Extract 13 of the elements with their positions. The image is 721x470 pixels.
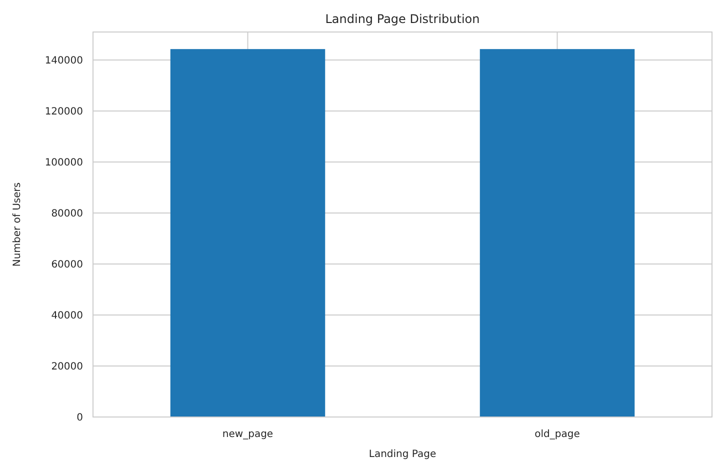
chart-title: Landing Page Distribution (325, 12, 480, 26)
y-tick-label: 20000 (51, 362, 83, 373)
x-axis-title: Landing Page (368, 449, 436, 460)
y-tick-label: 40000 (51, 310, 83, 322)
y-tick-label: 100000 (44, 158, 83, 169)
y-axis-title: Number of Users (12, 182, 23, 267)
x-tick-label: old_page (534, 429, 580, 440)
y-tick-label: 120000 (44, 106, 83, 118)
y-tick-label: 140000 (44, 56, 83, 67)
y-tick-label: 0 (76, 412, 83, 424)
x-tick-label: new_page (222, 429, 274, 440)
y-tick-label: 60000 (51, 260, 83, 271)
y-tick-label: 80000 (51, 208, 83, 220)
